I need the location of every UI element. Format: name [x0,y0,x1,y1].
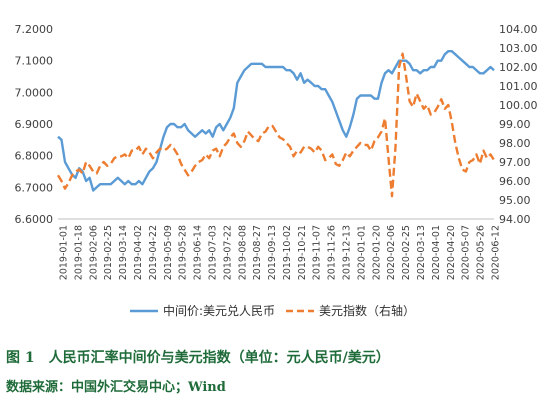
x-tick-label: 2019-08-08 [237,225,248,280]
x-tick-label: 2019-04-22 [148,225,159,280]
x-tick-label: 2019-07-03 [207,225,218,280]
x-tick-label: 2019-05-28 [178,225,189,280]
right-tick-label: 102.00 [499,61,538,74]
left-tick-label: 7.1000 [15,55,54,68]
right-tick-label: 98.00 [499,137,531,150]
x-tick-label: 2019-11-26 [327,225,338,280]
x-tick-label: 2019-10-21 [297,225,308,280]
x-tick-label: 2019-05-09 [163,225,174,280]
left-tick-label: 6.6000 [15,213,54,226]
series-line-dxy [56,52,496,198]
x-tick-label: 2019-10-02 [282,225,293,280]
x-tick-label: 2019-02-06 [88,225,99,280]
data-source: 数据来源：中国外汇交易中心；Wind [6,380,226,395]
right-tick-label: 104.00 [499,23,538,36]
left-tick-label: 6.7000 [15,181,54,194]
x-tick-label: 2020-03-13 [416,225,427,280]
x-axis-ticks: 2019-01-01 2019-01-18 2019-02-06 2019-02-25… [59,225,502,280]
x-tick-label: 2019-01-01 [59,225,70,280]
x-tick-label: 2020-01-01 [356,225,367,280]
right-tick-label: 99.00 [499,118,531,131]
right-tick-label: 97.00 [499,156,531,169]
right-axis-ticks: 94.00 95.00 96.00 97.00 98.00 99.00 100.00 101.… [499,23,538,226]
x-tick-label: 2019-04-02 [133,225,144,280]
left-axis-ticks: 6.6000 6.7000 6.8000 6.9000 7.0000 7.1000 7.20… [15,23,54,226]
x-tick-label: 2019-01-18 [73,225,84,280]
right-tick-label: 94.00 [499,213,531,226]
left-tick-label: 6.9000 [15,118,54,131]
left-tick-label: 7.2000 [15,23,54,36]
right-tick-label: 100.00 [499,99,538,112]
x-tick-label: 2020-02-06 [386,225,397,280]
x-tick-label: 2019-06-14 [193,225,204,280]
x-tick-label: 2019-08-27 [252,225,263,280]
x-tick-label: 2019-07-22 [222,225,233,280]
x-tick-label: 2020-05-26 [476,225,487,280]
x-tick-label: 2020-06-12 [491,225,502,280]
right-tick-label: 95.00 [499,194,531,207]
legend-label-dxy: 美元指数（右轴） [319,303,415,318]
figure-caption: 图 1 人民币汇率中间价与美元指数（单位：元人民币/美元） [6,350,390,366]
right-tick-label: 103.00 [499,42,538,55]
right-tick-label: 96.00 [499,175,531,188]
x-tick-label: 2020-05-07 [461,225,472,280]
x-tick-label: 2019-02-25 [103,225,114,280]
legend-label-usdcny: 中间价:美元兑人民币 [163,303,275,318]
x-tick-label: 2019-11-07 [312,225,323,280]
left-tick-label: 7.0000 [15,86,54,99]
left-tick-label: 6.8000 [15,150,54,163]
exchange-rate-chart: 6.6000 6.7000 6.8000 6.9000 7.0000 7.1000 7.20… [15,23,538,318]
x-tick-label: 2020-02-25 [401,225,412,280]
x-tick-label: 2020-04-01 [431,225,442,280]
x-tick-label: 2020-04-20 [446,225,457,280]
legend: 中间价:美元兑人民币 美元指数（右轴） [130,303,415,318]
x-tick-label: 2020-01-20 [371,225,382,280]
series-line-usdcny [57,50,495,192]
x-tick-label: 2019-03-14 [118,225,129,280]
right-tick-label: 101.00 [499,80,538,93]
x-tick-label: 2019-09-13 [267,225,278,280]
series-lines [56,50,496,198]
x-tick-label: 2019-12-13 [342,225,353,280]
